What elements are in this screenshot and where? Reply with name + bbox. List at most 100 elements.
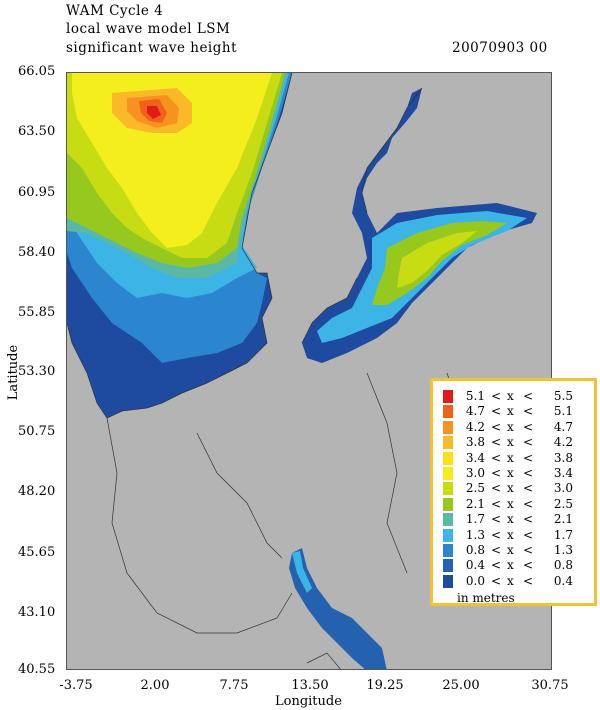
legend-swatch <box>443 528 453 542</box>
legend-row: 0.0 < x <0.4 <box>443 574 593 588</box>
variable-name: significant wave height <box>66 40 238 56</box>
legend-swatch <box>443 559 453 573</box>
legend-less-than: < <box>491 450 502 465</box>
legend-less-than: < <box>491 558 502 573</box>
legend-variable: x <box>507 496 514 511</box>
baltic-sea-lime <box>397 231 477 288</box>
legend-variable: x <box>507 573 514 588</box>
color-legend: 5.1 < x <5.5 4.7 < x <5.1 4.2 < x <4.7 3.8 < x <4.2 3.4 <… <box>430 378 597 606</box>
legend-upper-bound: 0.8 <box>553 558 573 573</box>
legend-variable: x <box>507 404 514 419</box>
legend-variable: x <box>507 527 514 542</box>
legend-variable: x <box>507 435 514 450</box>
x-tick-label: -3.75 <box>59 678 93 693</box>
x-tick-label: 2.00 <box>140 678 170 693</box>
legend-variable: x <box>507 558 514 573</box>
y-axis-label: Latitude <box>6 344 22 401</box>
legend-less-than: < <box>523 466 534 480</box>
legend-less-than: < <box>523 435 534 450</box>
x-tick-label: 13.50 <box>291 678 329 693</box>
legend-lower-bound: 5.1 <box>465 389 485 403</box>
legend-variable: x <box>507 389 514 403</box>
legend-lower-bound: 0.0 <box>465 573 485 588</box>
legend-row: 4.2 < x <4.7 <box>443 420 593 434</box>
legend-swatch <box>443 405 453 419</box>
legend-swatch <box>443 451 453 465</box>
y-tick-label: 48.20 <box>18 484 56 499</box>
legend-swatch <box>443 482 453 496</box>
y-tick-label: 63.50 <box>18 124 56 139</box>
legend-swatch <box>443 544 453 557</box>
legend-less-than: < <box>491 543 502 557</box>
legend-less-than: < <box>491 481 502 496</box>
y-tick-label: 50.75 <box>18 424 56 439</box>
x-tick-label: 25.00 <box>442 678 480 693</box>
map-title: WAM Cycle 4 <box>66 3 164 19</box>
legend-upper-bound: 5.5 <box>553 389 573 403</box>
legend-row: 3.0 < x <3.4 <box>443 466 593 480</box>
legend-lower-bound: 2.1 <box>465 496 485 511</box>
legend-row: 2.5 < x <3.0 <box>443 481 593 496</box>
legend-row: 5.1 < x <5.5 <box>443 389 593 403</box>
legend-less-than: < <box>523 450 534 465</box>
legend-row: 3.4 < x <3.8 <box>443 451 593 465</box>
legend-less-than: < <box>523 496 534 511</box>
legend-upper-bound: 1.7 <box>553 527 573 542</box>
legend-upper-bound: 2.5 <box>553 496 573 511</box>
legend-swatch <box>443 574 453 588</box>
model-name: local wave model LSM <box>66 21 231 37</box>
y-tick-label: 45.65 <box>18 545 56 560</box>
y-tick-label: 66.05 <box>18 64 56 79</box>
legend-lower-bound: 1.7 <box>465 512 485 527</box>
x-tick-label: 7.75 <box>219 678 249 693</box>
y-tick-label: 55.85 <box>18 305 56 320</box>
legend-less-than: < <box>491 527 502 542</box>
legend-lower-bound: 3.0 <box>465 466 485 480</box>
y-tick-label: 40.55 <box>18 662 56 677</box>
legend-lower-bound: 3.8 <box>465 435 485 450</box>
legend-lower-bound: 4.7 <box>465 404 485 419</box>
x-axis-label: Longitude <box>275 694 342 709</box>
legend-less-than: < <box>491 419 502 434</box>
wave-height-map <box>67 73 551 669</box>
legend-less-than: < <box>523 389 534 403</box>
legend-row: 1.3 < x <1.7 <box>443 528 593 542</box>
legend-upper-bound: 4.2 <box>553 435 573 450</box>
legend-variable: x <box>507 512 514 527</box>
y-tick-label: 43.10 <box>18 605 56 620</box>
x-tick-label: 19.25 <box>366 678 404 693</box>
legend-upper-bound: 1.3 <box>553 543 573 557</box>
adriatic-sea-shallow <box>292 551 312 593</box>
legend-swatch <box>443 513 453 527</box>
legend-row: 0.8 < x <1.3 <box>443 543 593 557</box>
legend-less-than: < <box>491 389 502 403</box>
legend-upper-bound: 3.8 <box>553 450 573 465</box>
legend-less-than: < <box>491 512 502 527</box>
legend-lower-bound: 4.2 <box>465 419 485 434</box>
legend-lower-bound: 0.4 <box>465 558 485 573</box>
legend-lower-bound: 0.8 <box>465 543 485 557</box>
legend-swatch <box>443 497 453 511</box>
legend-variable: x <box>507 481 514 496</box>
legend-swatch <box>443 390 453 403</box>
legend-less-than: < <box>491 404 502 419</box>
legend-row: 4.7 < x <5.1 <box>443 404 593 419</box>
legend-upper-bound: 3.0 <box>553 481 573 496</box>
legend-less-than: < <box>523 543 534 557</box>
legend-swatch <box>443 467 453 480</box>
legend-variable: x <box>507 419 514 434</box>
legend-less-than: < <box>491 573 502 588</box>
legend-upper-bound: 5.1 <box>553 404 573 419</box>
legend-less-than: < <box>523 512 534 527</box>
x-tick-label: 30.75 <box>531 678 569 693</box>
legend-swatch <box>443 436 453 450</box>
adriatic-sea <box>289 548 387 669</box>
legend-row: 3.8 < x <4.2 <box>443 435 593 450</box>
map-area[interactable] <box>66 72 552 670</box>
legend-row: 2.1 < x <2.5 <box>443 497 593 511</box>
legend-lower-bound: 3.4 <box>465 450 485 465</box>
legend-upper-bound: 3.4 <box>553 466 573 480</box>
legend-less-than: < <box>491 496 502 511</box>
legend-less-than: < <box>523 527 534 542</box>
legend-lower-bound: 2.5 <box>465 481 485 496</box>
